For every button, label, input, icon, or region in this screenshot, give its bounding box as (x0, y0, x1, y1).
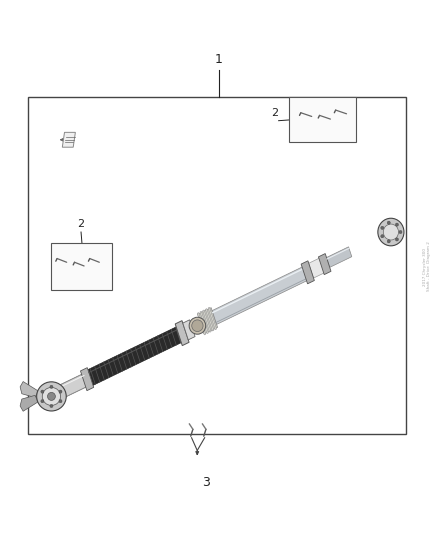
Bar (289, 97, 356, 142)
Ellipse shape (396, 223, 399, 226)
Polygon shape (81, 368, 94, 391)
Ellipse shape (50, 385, 53, 389)
Polygon shape (208, 308, 216, 330)
Ellipse shape (387, 221, 390, 224)
Polygon shape (62, 132, 75, 147)
Ellipse shape (59, 400, 62, 403)
Polygon shape (60, 374, 88, 398)
Ellipse shape (41, 400, 44, 403)
Polygon shape (88, 326, 183, 385)
Text: 2017 Chrysler 300
Shaft - Drive  Diagram 2: 2017 Chrysler 300 Shaft - Drive Diagram … (423, 241, 431, 292)
Polygon shape (326, 247, 352, 268)
Ellipse shape (399, 230, 402, 233)
Polygon shape (212, 266, 308, 325)
Polygon shape (198, 308, 218, 334)
Ellipse shape (396, 238, 399, 241)
Polygon shape (309, 257, 325, 278)
Text: 1: 1 (215, 53, 223, 66)
Polygon shape (318, 254, 331, 274)
Ellipse shape (41, 390, 44, 393)
Bar (51, 243, 113, 290)
Ellipse shape (378, 218, 404, 246)
Polygon shape (205, 309, 214, 331)
Ellipse shape (47, 392, 55, 400)
Polygon shape (301, 261, 314, 284)
Ellipse shape (192, 320, 203, 332)
Text: 2: 2 (78, 220, 85, 229)
Ellipse shape (37, 382, 66, 411)
Polygon shape (197, 312, 206, 335)
Bar (28, 97, 406, 433)
Ellipse shape (189, 317, 206, 334)
Polygon shape (200, 311, 208, 334)
Polygon shape (20, 395, 39, 411)
Polygon shape (175, 321, 189, 345)
Ellipse shape (42, 387, 60, 406)
Ellipse shape (59, 390, 62, 393)
Ellipse shape (387, 240, 390, 243)
Polygon shape (20, 382, 39, 398)
Ellipse shape (50, 405, 53, 408)
Polygon shape (203, 310, 211, 332)
Polygon shape (183, 320, 195, 340)
Text: 3: 3 (202, 476, 210, 489)
Text: 2: 2 (271, 108, 278, 118)
Ellipse shape (383, 224, 399, 240)
Ellipse shape (381, 227, 384, 229)
Ellipse shape (381, 235, 384, 238)
